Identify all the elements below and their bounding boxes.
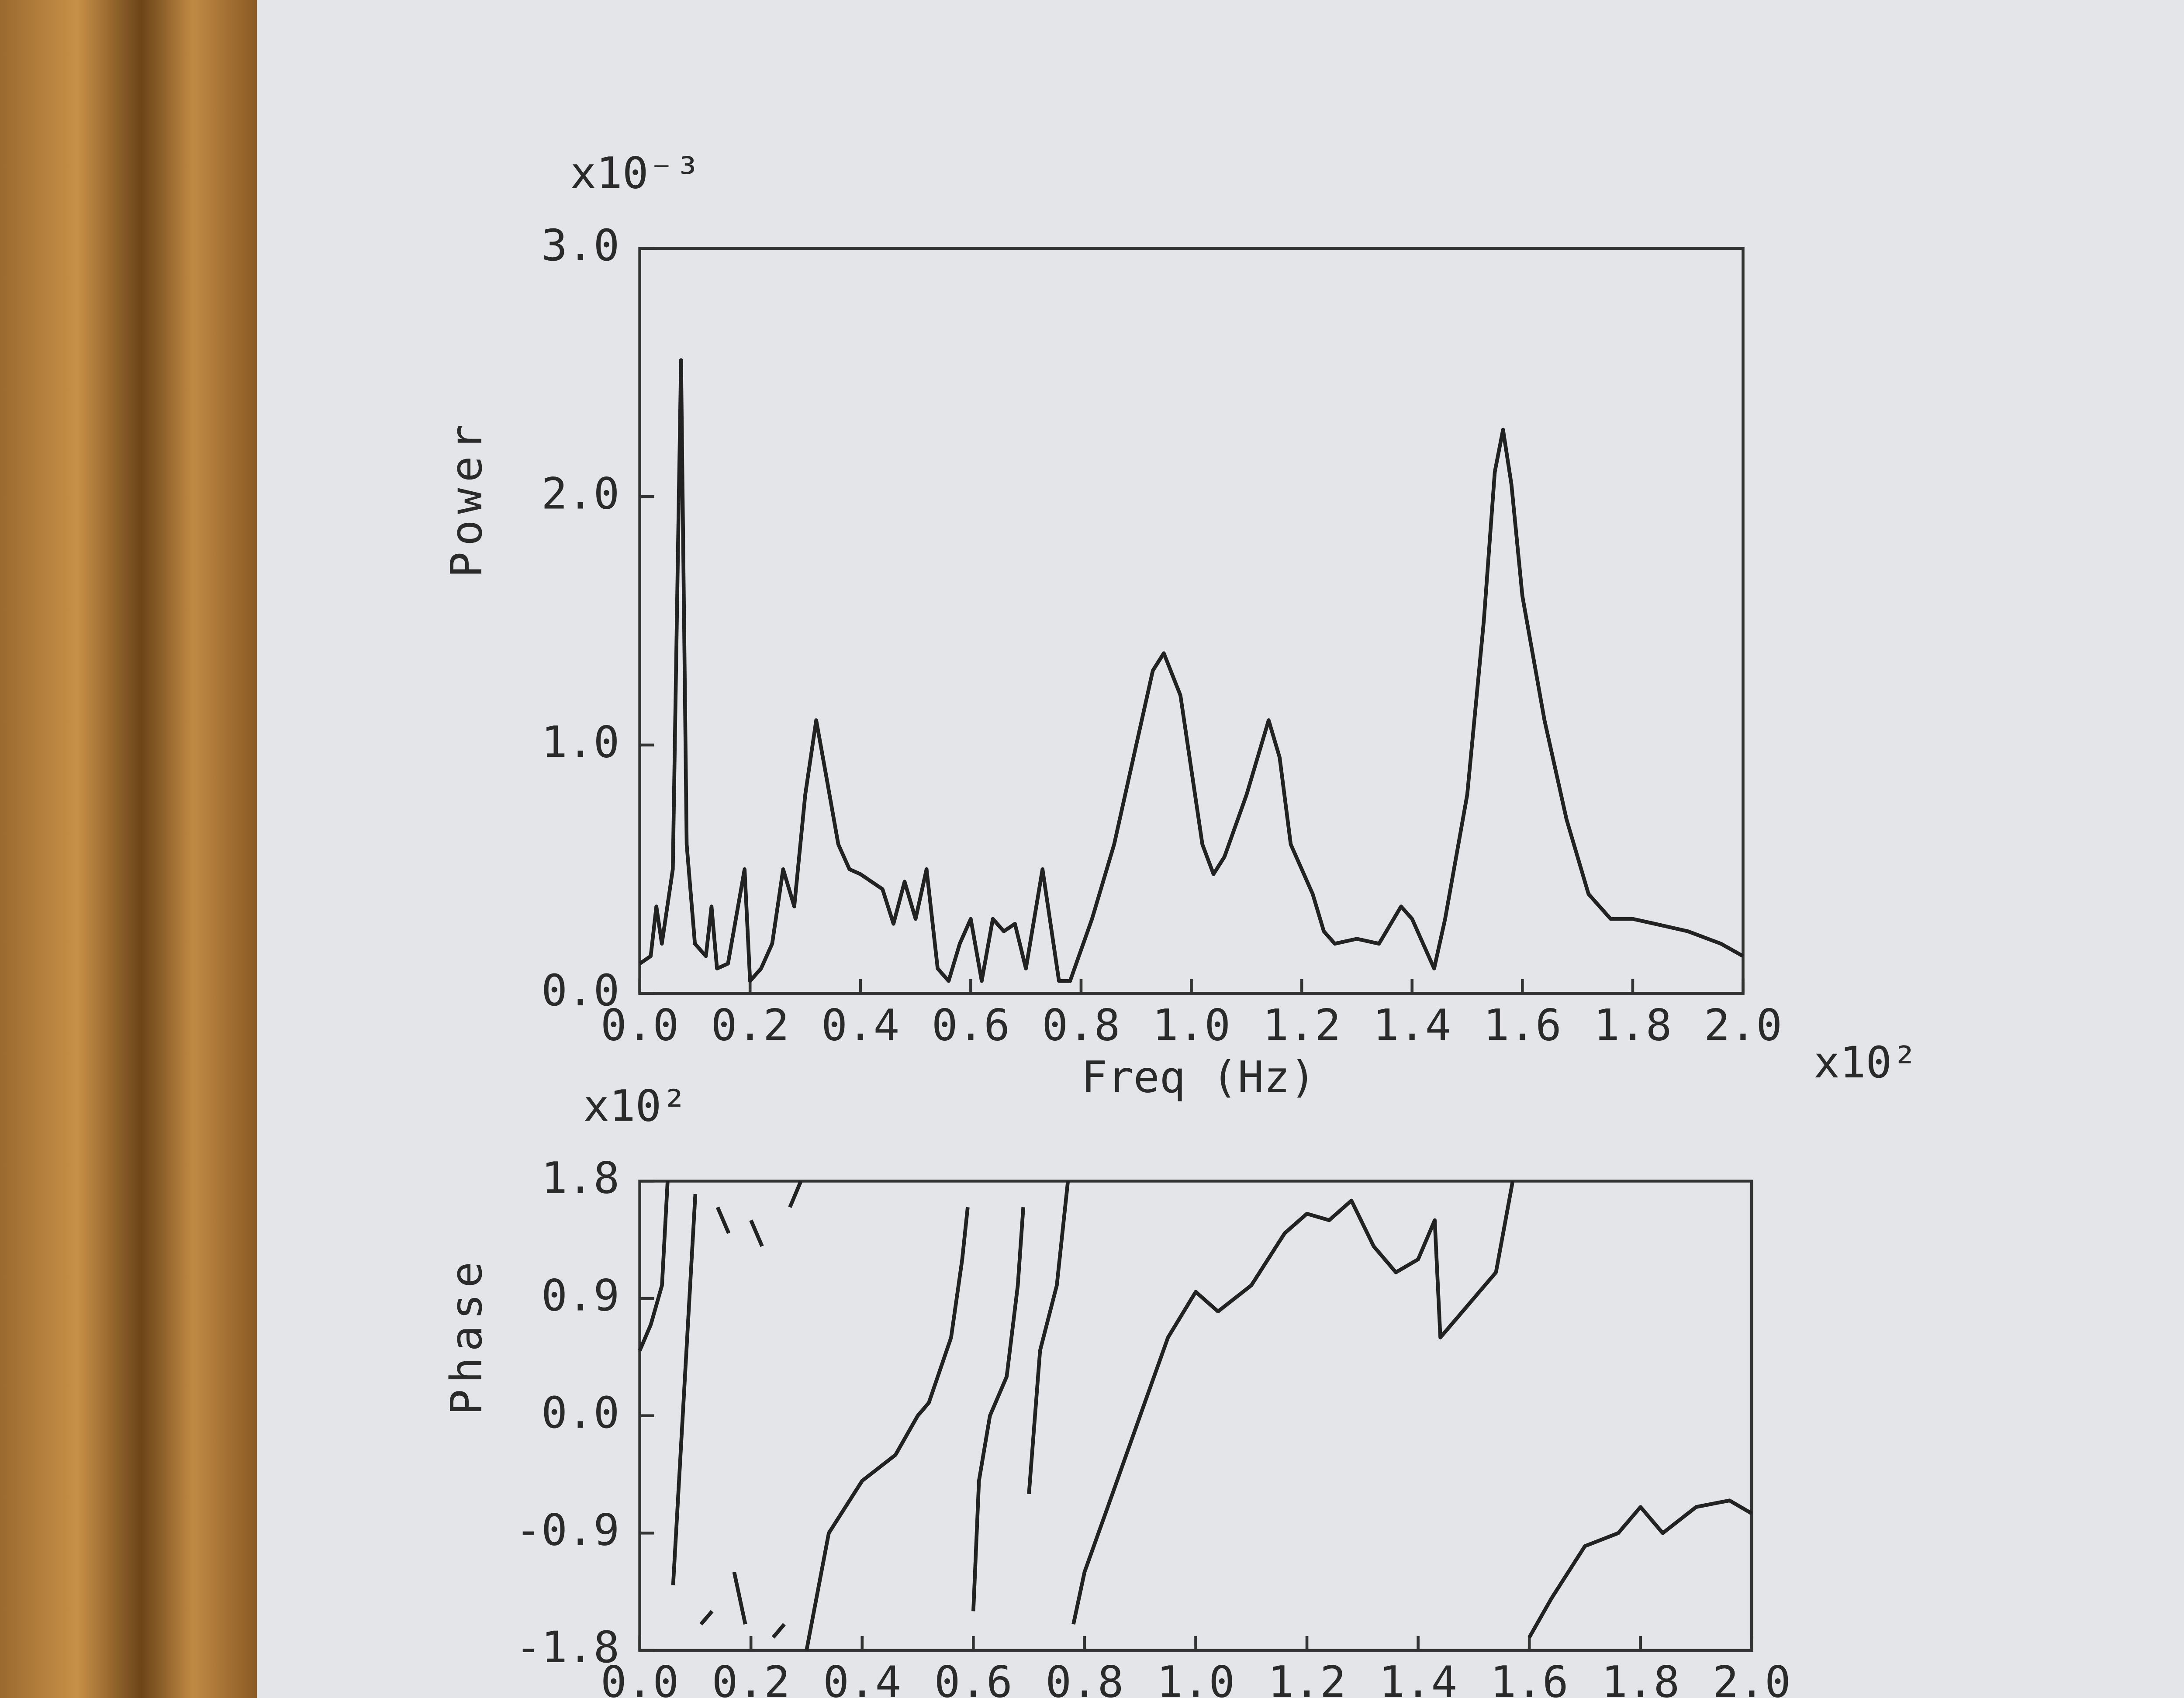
- x-tick-label: 1.2: [1263, 1000, 1341, 1050]
- y-tick-label: 2.0: [541, 469, 619, 519]
- y-tick-label: 0.0: [541, 1388, 619, 1438]
- y-tick-label: 0.9: [541, 1270, 619, 1321]
- x-tick-label: 1.8: [1601, 1657, 1679, 1698]
- x-tick-label: 0.6: [934, 1657, 1013, 1698]
- x-tick-label: 0.2: [712, 1657, 790, 1698]
- x-tick-label: 0.0: [601, 1000, 679, 1050]
- y-tick-label: 3.0: [541, 221, 619, 271]
- y-axis-title: Power: [442, 418, 492, 578]
- x-tick-label: 0.6: [932, 1000, 1010, 1050]
- x-tick-label: 0.8: [1042, 1000, 1120, 1050]
- x-axis-title: Freq (Hz): [1081, 1052, 1316, 1102]
- x-tick-label: 0.4: [823, 1657, 901, 1698]
- x-tick-label: 2.0: [1704, 1000, 1782, 1050]
- x-multiplier: x10²: [1814, 1038, 1918, 1088]
- x-tick-label: 0.8: [1045, 1657, 1123, 1698]
- data-line: [639, 358, 1744, 983]
- data-line: [638, 1180, 1753, 1651]
- y-tick-label: 1.0: [541, 717, 619, 767]
- x-tick-label: 1.0: [1157, 1657, 1235, 1698]
- x-tick-label: 1.4: [1379, 1657, 1457, 1698]
- x-tick-label: 1.8: [1593, 1000, 1672, 1050]
- y-axis-title: Phase: [442, 1256, 492, 1415]
- x-tick-label: 1.2: [1268, 1657, 1346, 1698]
- y-multiplier: x10⁻³: [570, 148, 701, 199]
- x-tick-label: 0.4: [821, 1000, 899, 1050]
- y-tick-label: 0.0: [541, 966, 619, 1016]
- x-tick-label: 0.0: [601, 1657, 679, 1698]
- y-tick-label: -1.8: [515, 1622, 619, 1673]
- x-tick-label: 1.4: [1373, 1000, 1451, 1050]
- y-tick-label: -0.9: [515, 1505, 619, 1556]
- y-tick-label: 1.8: [541, 1153, 619, 1204]
- wood-edge: [0, 0, 257, 1698]
- x-tick-label: 2.0: [1713, 1657, 1791, 1698]
- x-tick-label: 0.2: [711, 1000, 789, 1050]
- x-tick-label: 1.6: [1490, 1657, 1569, 1698]
- x-tick-label: 1.6: [1483, 1000, 1562, 1050]
- y-multiplier: x10²: [583, 1081, 688, 1131]
- x-tick-label: 1.0: [1152, 1000, 1230, 1050]
